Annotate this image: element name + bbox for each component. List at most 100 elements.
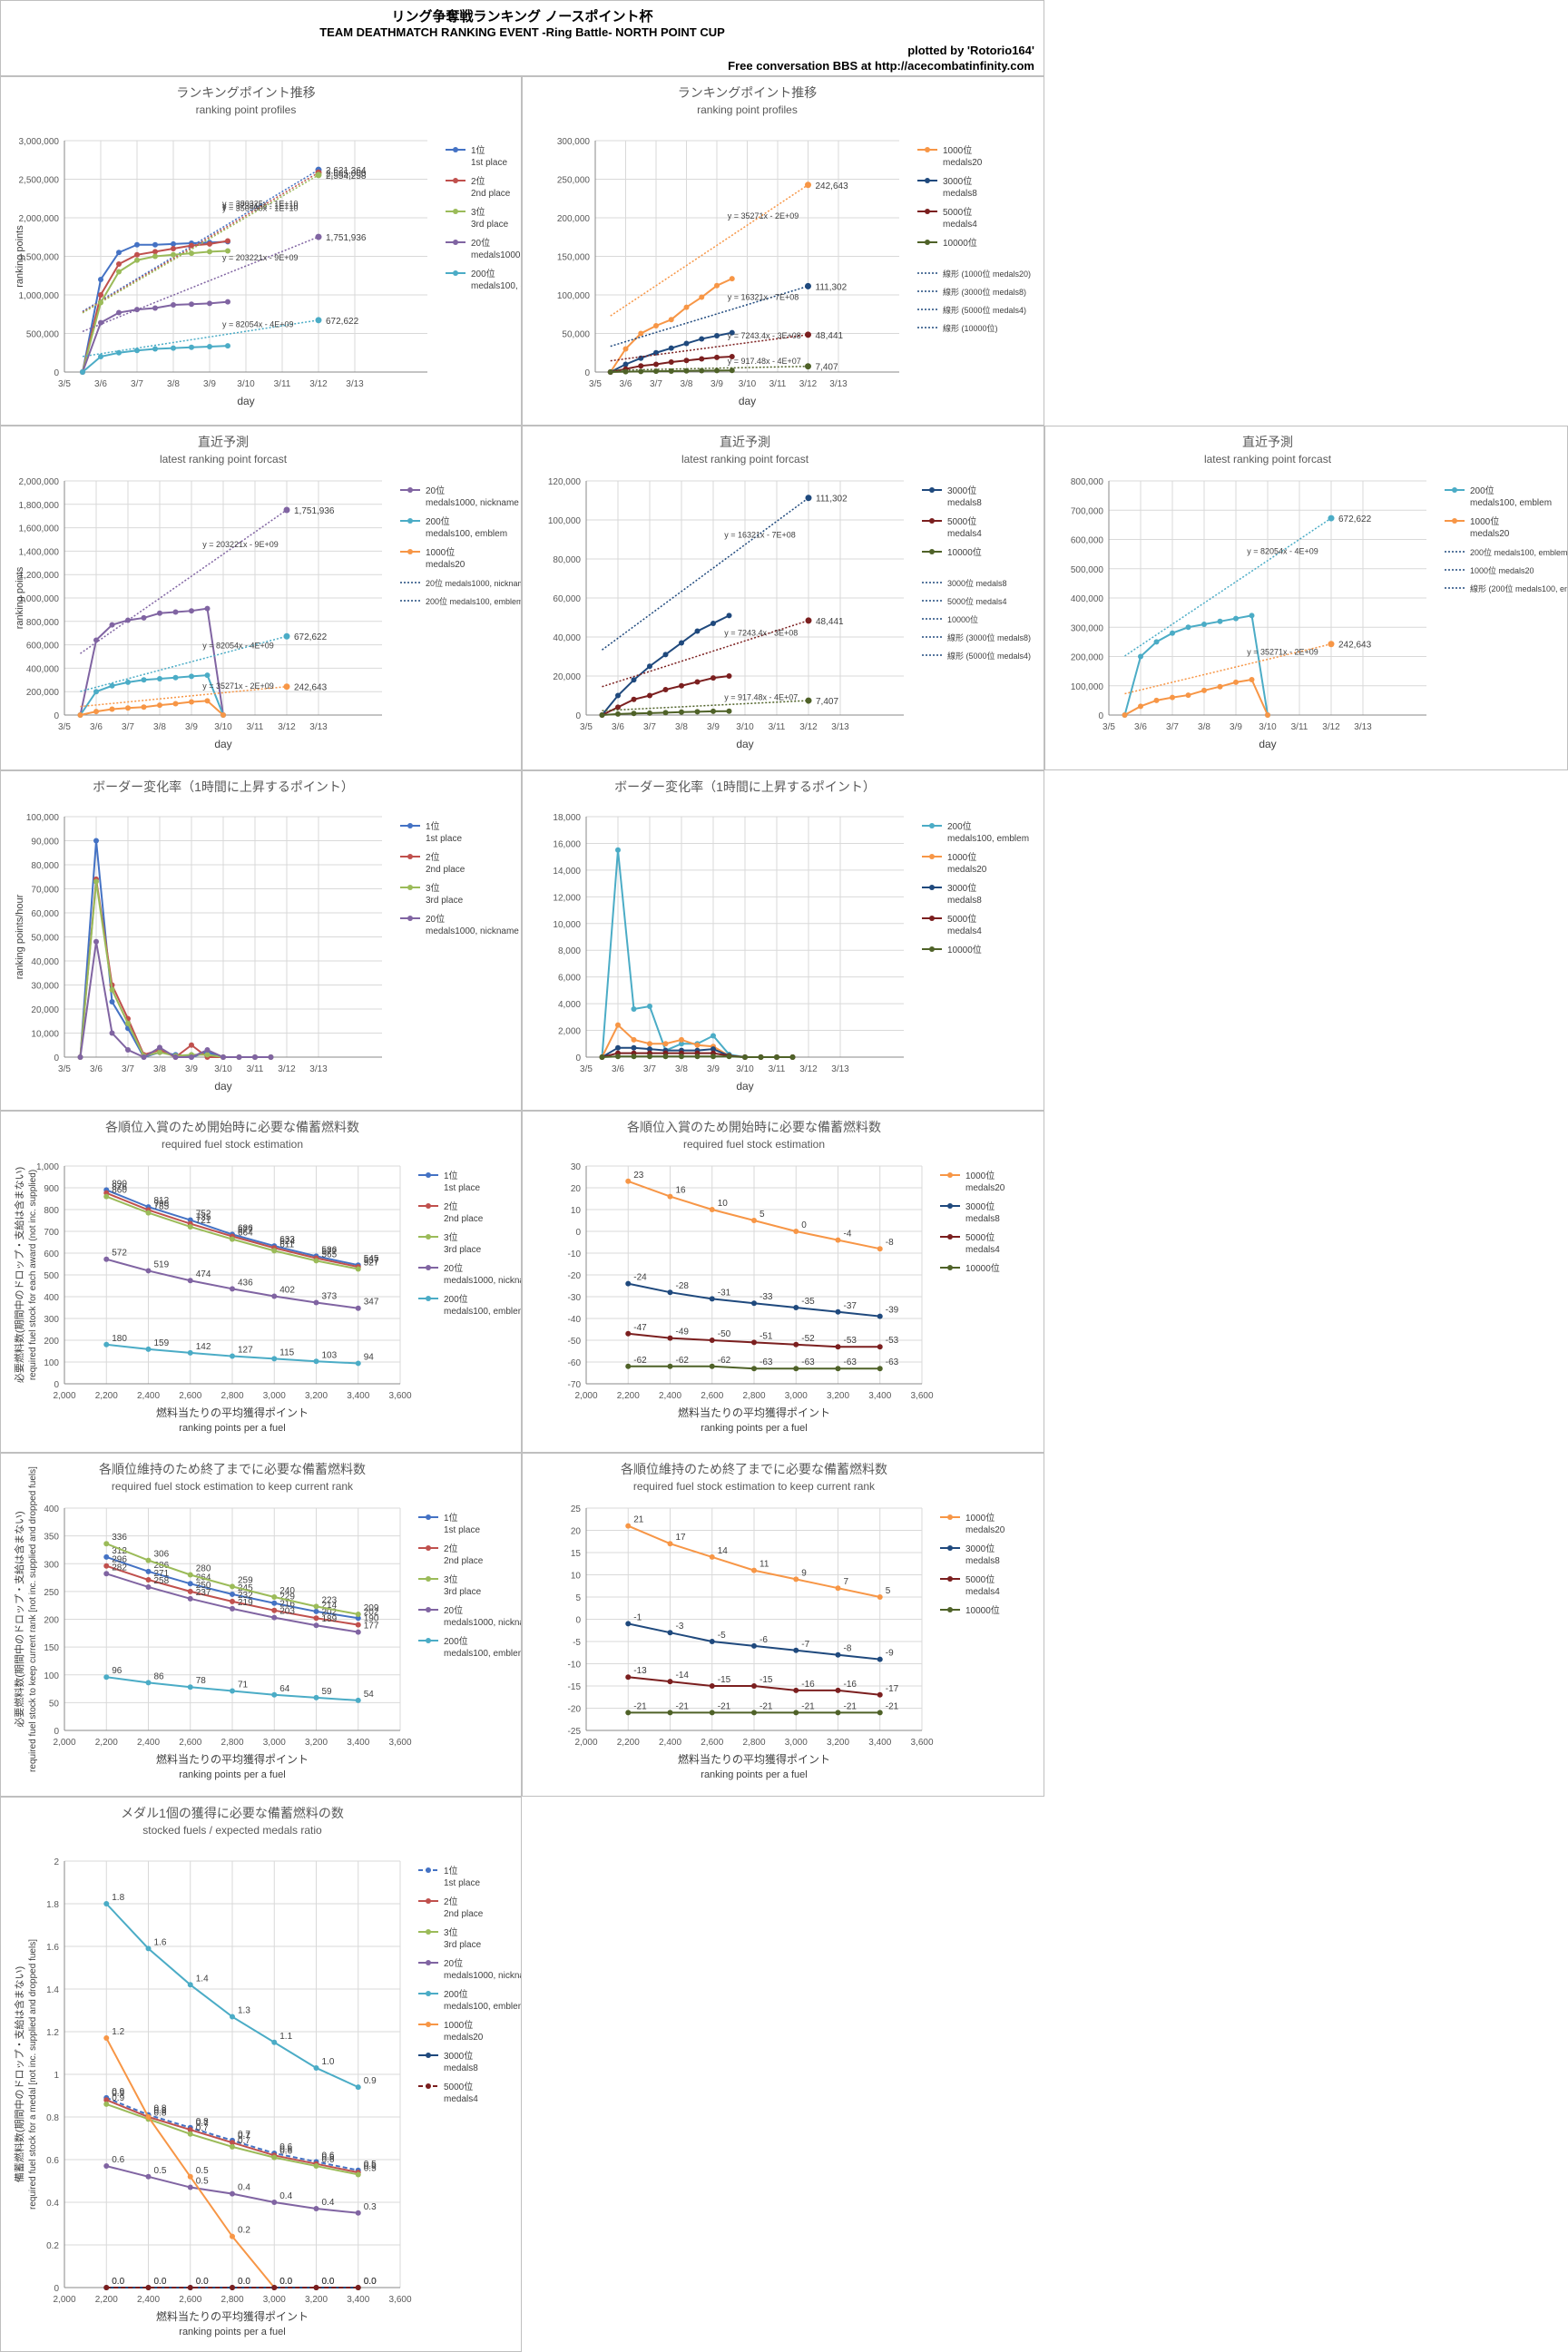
data-point	[679, 1041, 684, 1047]
data-point	[189, 250, 194, 257]
data-point	[145, 1210, 152, 1216]
data-point	[615, 1044, 621, 1051]
legend-sublabel: medals100, emblem	[1470, 498, 1552, 508]
x-tick-label: 2,400	[137, 1738, 160, 1748]
legend-label: 5000位 medals4	[947, 596, 1007, 606]
x-tick-label: 3,600	[388, 1391, 411, 1401]
data-point	[709, 1296, 715, 1302]
data-point	[355, 2084, 361, 2091]
trend-line	[80, 635, 288, 692]
y-tick-label: 1,000	[36, 1162, 59, 1172]
data-point	[638, 368, 644, 375]
x-tick-label: 3/10	[739, 379, 757, 389]
chart-panel-1: ランキングポイント推移 ranking point profiles 0 500,00…	[0, 76, 522, 426]
data-point	[145, 1945, 152, 1952]
legend-sublabel: medals8	[947, 896, 982, 906]
x-tick-label: 2,400	[659, 1738, 681, 1748]
data-label: 0	[801, 1220, 807, 1230]
y-tick-label: 100	[44, 1358, 59, 1368]
data-point	[877, 1246, 883, 1252]
y-tick-label: 2,000,000	[19, 477, 60, 487]
data-point	[355, 1629, 361, 1635]
y-tick-label: 0	[54, 2284, 59, 2294]
data-label: 0.0	[196, 2277, 209, 2287]
forecast-label: 111,302	[816, 495, 848, 505]
data-label: 0.9	[112, 2087, 124, 2097]
y-tick-label: 1.4	[46, 1985, 59, 1995]
y-tick-label: 1,400,000	[19, 547, 60, 557]
data-point	[268, 1054, 274, 1060]
trendline-equation: y = 35271x - 2E+09	[202, 681, 274, 691]
y-tick-label: 1	[54, 2071, 59, 2081]
trendline-equation: y = 380325x - 1E+10	[222, 200, 299, 209]
legend-sublabel: 2nd place	[426, 865, 466, 875]
legend-label: 1000位	[444, 2019, 473, 2031]
legend-marker	[453, 240, 458, 245]
data-point	[125, 705, 131, 711]
chart-panel-5: 直近予測 latest ranking point forcast 0 100,000…	[1044, 426, 1568, 770]
legend-sublabel: medals20	[444, 2033, 484, 2043]
y-tick-label: -60	[568, 1358, 582, 1368]
data-point	[157, 1049, 162, 1055]
legend-sublabel: medals1000, nickname	[426, 926, 519, 936]
data-point	[683, 368, 690, 374]
legend-sublabel: medals4	[947, 926, 982, 936]
x-tick-label: 3/6	[1134, 722, 1147, 732]
legend-sublabel: 1st place	[444, 1878, 480, 1888]
x-tick-label: 2,400	[659, 1391, 681, 1401]
legend-marker	[426, 1929, 431, 1935]
chart-title: 直近予測	[720, 435, 770, 449]
data-point	[230, 1598, 235, 1604]
legend-label: 2位	[444, 1200, 458, 1212]
data-label: -21	[760, 1701, 773, 1711]
data-point	[877, 1344, 883, 1350]
x-axis-label: day	[736, 1080, 753, 1093]
x-tick-label: 3,200	[305, 1738, 328, 1748]
data-label: 0.0	[322, 2277, 335, 2287]
x-tick-label: 3/13	[309, 722, 328, 732]
data-label: 373	[322, 1291, 338, 1301]
x-tick-label: 3/11	[247, 1064, 264, 1074]
x-tick-label: 3/9	[710, 379, 723, 389]
legend-marker	[453, 147, 458, 152]
chart-title: 各順位入賞のため開始時に必要な備蓄燃料数	[627, 1120, 881, 1134]
trendline-equation: y = 203221x - 9E+09	[222, 253, 299, 262]
legend-marker	[947, 1172, 953, 1178]
data-point	[141, 1054, 147, 1060]
data-point	[152, 305, 158, 311]
legend-marker	[407, 549, 413, 554]
legend-marker	[426, 1296, 431, 1301]
data-point	[1249, 612, 1255, 619]
data-label: -7	[801, 1640, 809, 1650]
page-title-jp: リング争奪戦ランキング ノースポイント杯	[391, 9, 653, 24]
data-point	[622, 368, 629, 375]
legend-label: 20位 medals1000, nickname	[426, 578, 521, 588]
data-point	[714, 368, 720, 374]
x-tick-label: 3/8	[675, 722, 688, 732]
data-point	[631, 1036, 637, 1043]
x-tick-label: 3/9	[203, 379, 216, 389]
series-line	[80, 700, 224, 716]
y-tick-label: -20	[568, 1705, 582, 1715]
data-point	[667, 1710, 673, 1716]
data-point	[877, 1710, 883, 1716]
data-point	[793, 1341, 799, 1348]
data-point	[631, 696, 637, 702]
data-point	[103, 1674, 110, 1681]
x-tick-label: 3,200	[305, 2295, 328, 2305]
data-point	[77, 712, 83, 718]
x-tick-label: 3/5	[58, 722, 71, 732]
data-point	[709, 1207, 715, 1212]
legend-label: 5000位	[965, 1231, 995, 1243]
data-point	[1170, 630, 1175, 636]
data-point	[313, 2285, 319, 2290]
data-point	[647, 1054, 652, 1060]
data-point	[1185, 692, 1191, 699]
bbs-link[interactable]: Free conversation BBS at http://acecomba…	[728, 59, 1034, 73]
forecast-label: 672,622	[326, 317, 359, 327]
legend-label: 200位	[426, 515, 450, 527]
data-point	[667, 1363, 673, 1369]
data-label: 0.0	[322, 2277, 335, 2287]
legend-label: 1位	[444, 1512, 458, 1524]
y-axis-label-en: required fuel stock to keep current rank…	[28, 1466, 38, 1772]
